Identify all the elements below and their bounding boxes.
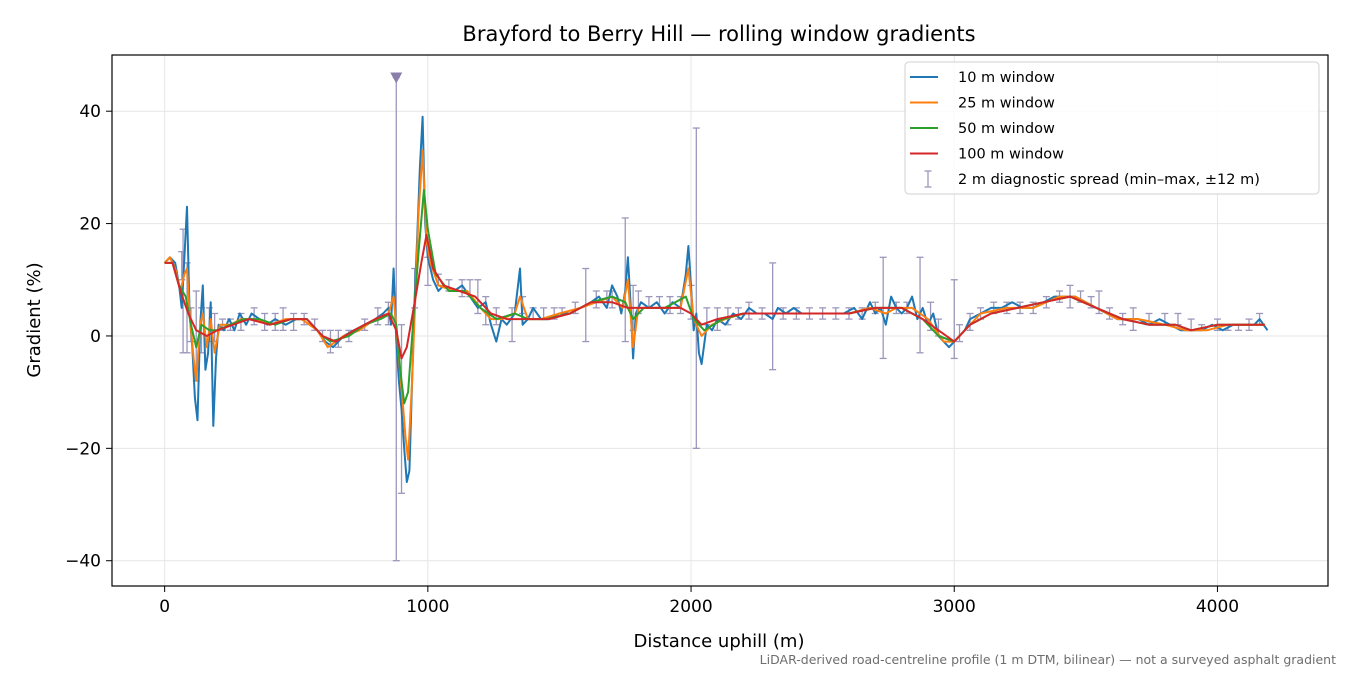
- x-axis: 0 1000 2000 3000 4000: [159, 586, 1239, 617]
- legend-label: 25 m window: [958, 96, 1055, 112]
- footnote: LiDAR-derived road-centreline profile (1…: [760, 652, 1336, 667]
- legend-box: [904, 61, 1320, 195]
- spread-bar: [950, 279, 958, 360]
- legend: 10 m window 25 m window 50 m window 100 m w…: [904, 61, 1320, 195]
- legend-entry: 10 m window: [910, 70, 1055, 86]
- spread-bar: [458, 279, 466, 298]
- series-line: [163, 149, 1265, 461]
- y-tick-label: 0: [90, 327, 101, 347]
- x-tick-label: 4000: [1196, 597, 1239, 617]
- series-lines: [163, 115, 1269, 483]
- series-line: [164, 188, 1265, 405]
- plot-frame: [111, 54, 1329, 587]
- legend-label: 100 m window: [958, 147, 1064, 163]
- y-tick-label: 40: [79, 102, 101, 122]
- plot-area: [163, 72, 1269, 562]
- spread-bar: [769, 262, 777, 371]
- series-line: [164, 233, 1265, 360]
- x-tick-label: 1000: [406, 597, 449, 617]
- legend-entry: 2 m diagnostic spread (min–max, ±12 m): [924, 170, 1260, 188]
- clipped-spread-marker: [390, 72, 403, 84]
- legend-label: 10 m window: [958, 70, 1055, 86]
- x-tick-label: 2000: [669, 597, 712, 617]
- spread-bar: [956, 324, 964, 343]
- x-tick-label: 0: [159, 597, 170, 617]
- chart-title: Brayford to Berry Hill — rolling window …: [462, 22, 975, 46]
- x-tick-label: 3000: [933, 597, 976, 617]
- spread-bar: [290, 312, 298, 331]
- spread-bar: [1174, 312, 1182, 326]
- y-tick-label: −20: [65, 439, 101, 459]
- legend-swatch: [924, 170, 932, 188]
- legend-label: 50 m window: [958, 121, 1055, 137]
- legend-entry: 100 m window: [910, 147, 1064, 163]
- y-axis-label: Gradient (%): [24, 262, 45, 377]
- spread-bar: [745, 301, 753, 320]
- legend-label: 2 m diagnostic spread (min–max, ±12 m): [958, 172, 1260, 188]
- spread-bar: [966, 312, 974, 331]
- legend-entry: 25 m window: [910, 96, 1055, 112]
- y-tick-label: −40: [65, 552, 101, 572]
- spread-bar: [916, 256, 924, 354]
- spread-bar: [692, 127, 700, 449]
- y-tick-label: 20: [79, 215, 101, 235]
- legend-entry: 50 m window: [910, 121, 1055, 137]
- x-axis-label: Distance uphill (m): [634, 631, 805, 652]
- y-axis: −40 −20 0 20 40: [65, 102, 112, 572]
